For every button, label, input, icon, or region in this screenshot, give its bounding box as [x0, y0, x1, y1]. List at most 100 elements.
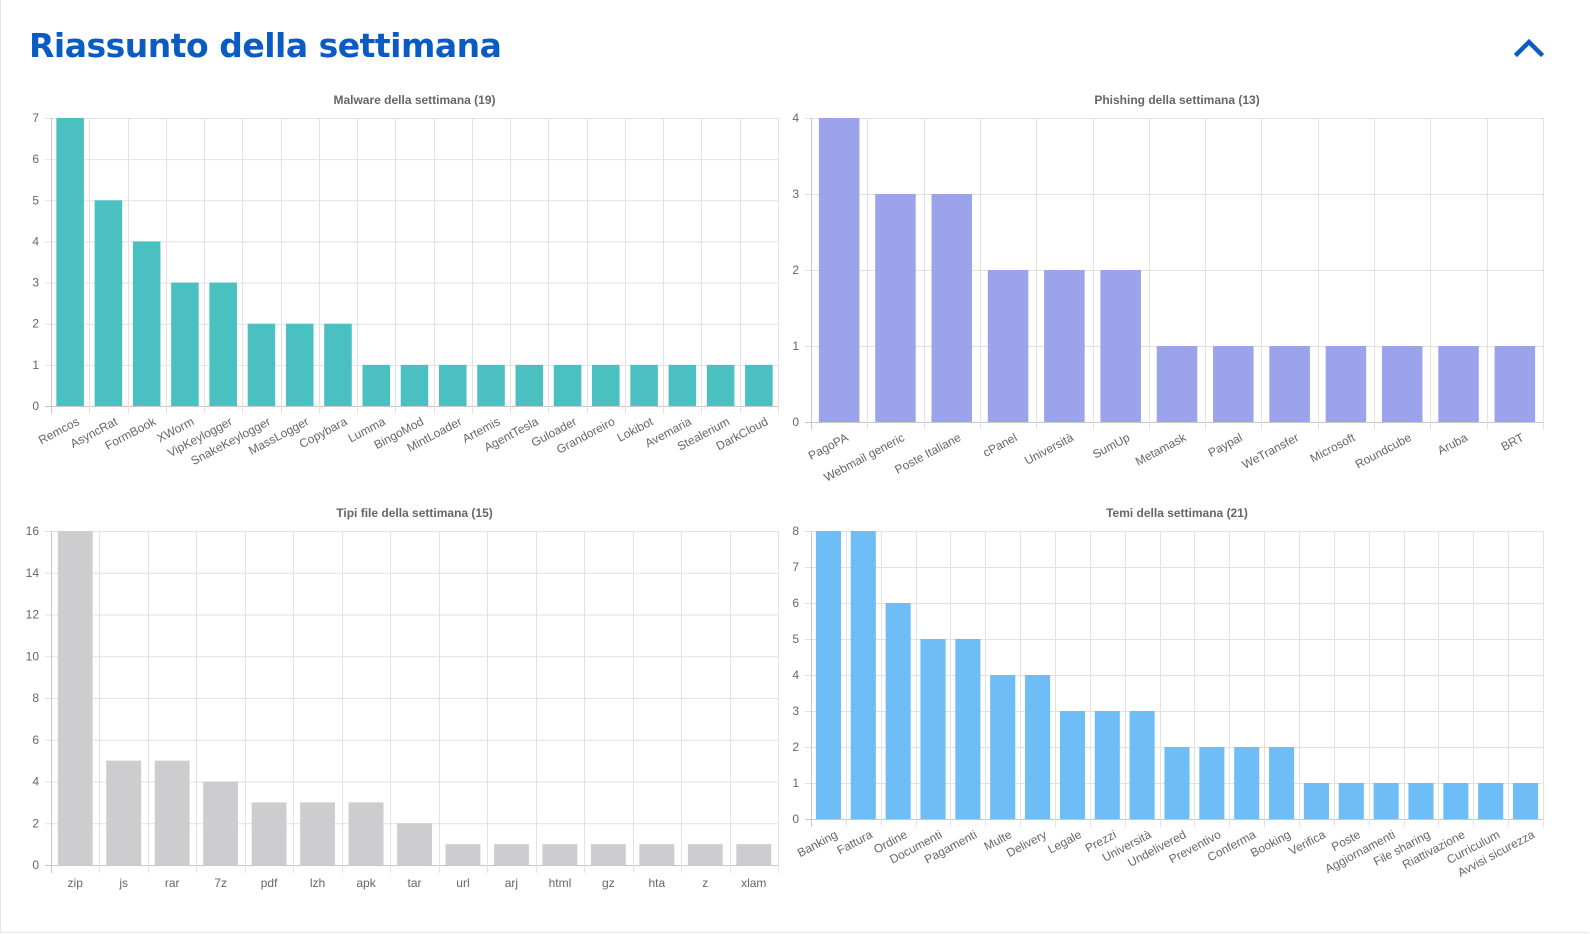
bar-agenttesla[interactable] — [515, 364, 544, 406]
bar-apk[interactable] — [348, 802, 384, 865]
y-tick-label: 7 — [32, 111, 39, 125]
bar-banking[interactable] — [815, 531, 841, 819]
bar-documenti[interactable] — [920, 639, 946, 819]
bar-bingomod[interactable] — [400, 364, 429, 406]
bar-poste-italiane[interactable] — [931, 194, 973, 422]
y-tick-label: 5 — [792, 632, 799, 646]
bar-zip[interactable] — [57, 531, 93, 865]
bar-avemaria[interactable] — [668, 364, 697, 406]
bar-pagamenti[interactable] — [955, 639, 981, 819]
bar-lokibot[interactable] — [630, 364, 658, 406]
bar-copybara[interactable] — [324, 323, 352, 406]
x-tick-label: Delivery — [1004, 827, 1049, 860]
bar-brt[interactable] — [1494, 346, 1536, 422]
bar-xworm[interactable] — [171, 282, 199, 406]
bar-riattivazione[interactable] — [1443, 783, 1469, 819]
x-tick-label: pdf — [261, 876, 278, 890]
bar-aruba[interactable] — [1438, 346, 1479, 422]
bar-7z[interactable] — [203, 781, 239, 866]
bar-vipkeylogger[interactable] — [209, 282, 237, 406]
bar-multe[interactable] — [990, 675, 1016, 819]
phishing-chart: Phishing della settimana (13) 0 1 2 3 4 PagoPA… — [781, 88, 1571, 488]
bar-pdf[interactable] — [251, 802, 287, 865]
y-tick-label: 2 — [792, 263, 799, 277]
bar-html[interactable] — [542, 844, 578, 865]
bar-arj[interactable] — [493, 844, 529, 865]
phishing-chart-svg: Phishing della settimana (13) 0 1 2 3 4 PagoPA… — [792, 93, 1544, 485]
bar-gz[interactable] — [590, 844, 626, 865]
bar-aggiornamenti[interactable] — [1373, 783, 1399, 819]
bar-universit-[interactable] — [1044, 270, 1085, 422]
x-tick-label: url — [456, 876, 469, 890]
bar-sumup[interactable] — [1100, 270, 1141, 422]
y-tick-label: 0 — [792, 415, 799, 429]
bar-rar[interactable] — [154, 760, 190, 865]
chevron-up-icon — [1513, 38, 1545, 58]
bar-xlam[interactable] — [736, 844, 772, 865]
bar-conferma[interactable] — [1234, 747, 1260, 819]
x-tick-label: Paypal — [1206, 430, 1245, 460]
y-tick-label: 0 — [32, 858, 39, 872]
x-tick-label: Roundcube — [1353, 430, 1414, 471]
chart-title: Tipi file della settimana (15) — [336, 506, 493, 520]
bar-stealerium[interactable] — [706, 364, 735, 406]
bar-tar[interactable] — [397, 823, 432, 865]
bar-formbook[interactable] — [132, 241, 161, 406]
bar-hta[interactable] — [639, 844, 675, 865]
bar-wetransfer[interactable] — [1269, 346, 1310, 422]
x-tick-label: SumUp — [1090, 430, 1132, 461]
bar-roundcube[interactable] — [1381, 346, 1423, 422]
bar-fattura[interactable] — [850, 531, 876, 819]
y-tick-label: 8 — [32, 691, 39, 705]
x-tick-label: Aruba — [1435, 430, 1470, 458]
bar-lumma[interactable] — [362, 364, 391, 406]
y-tick-label: 16 — [26, 524, 40, 538]
bar-curriculum[interactable] — [1478, 783, 1504, 819]
bar-preventivo[interactable] — [1199, 747, 1225, 819]
bar-remcos[interactable] — [56, 118, 84, 406]
bar-file-sharing[interactable] — [1408, 783, 1434, 819]
bar-webmail-generic[interactable] — [875, 194, 916, 422]
bar-js[interactable] — [106, 760, 142, 865]
y-tick-label: 8 — [792, 524, 799, 538]
bar-delivery[interactable] — [1025, 675, 1051, 819]
bar-microsoft[interactable] — [1325, 346, 1367, 422]
x-tick-label: rar — [165, 876, 180, 890]
x-tick-label: Microsoft — [1308, 430, 1358, 466]
x-tick-label: z — [702, 876, 708, 890]
bar-mintloader[interactable] — [438, 364, 467, 406]
x-tick-label: xlam — [741, 876, 766, 890]
bar-paypal[interactable] — [1213, 346, 1254, 422]
y-tick-label: 4 — [32, 775, 39, 789]
bar-legale[interactable] — [1059, 711, 1085, 819]
bar-metamask[interactable] — [1156, 346, 1198, 422]
bar-cpanel[interactable] — [987, 270, 1029, 422]
y-tick-label: 4 — [792, 111, 799, 125]
bar-poste[interactable] — [1338, 783, 1364, 819]
bar-booking[interactable] — [1269, 747, 1295, 819]
x-tick-label: gz — [602, 876, 615, 890]
y-tick-label: 3 — [792, 704, 799, 718]
bar-undelivered[interactable] — [1164, 747, 1190, 819]
bar-asyncrat[interactable] — [94, 200, 123, 406]
bar-pagopa[interactable] — [818, 118, 860, 422]
file-types-chart: Tipi file della settimana (15) 0 2 4 6 8 10 12 1… — [1, 502, 791, 902]
bar-artemis[interactable] — [477, 364, 505, 406]
bar-prezzi[interactable] — [1094, 711, 1120, 819]
bar-snakekeylogger[interactable] — [247, 323, 276, 406]
x-tick-label: zip — [68, 876, 84, 890]
bar-universit-[interactable] — [1129, 711, 1155, 819]
bar-lzh[interactable] — [300, 802, 336, 865]
bar-z[interactable] — [687, 844, 723, 865]
bar-url[interactable] — [445, 844, 481, 865]
bar-masslogger[interactable] — [285, 323, 314, 406]
collapse-button[interactable] — [1511, 32, 1547, 64]
bar-grandoreiro[interactable] — [592, 364, 620, 406]
file-types-chart-svg: Tipi file della settimana (15) 0 2 4 6 8 10 12 1… — [26, 506, 779, 890]
bar-verifica[interactable] — [1303, 783, 1329, 819]
bar-ordine[interactable] — [885, 603, 911, 819]
bar-guloader[interactable] — [553, 364, 582, 406]
bar-avvisi-sicurezza[interactable] — [1513, 783, 1539, 819]
bar-darkcloud[interactable] — [745, 364, 773, 406]
